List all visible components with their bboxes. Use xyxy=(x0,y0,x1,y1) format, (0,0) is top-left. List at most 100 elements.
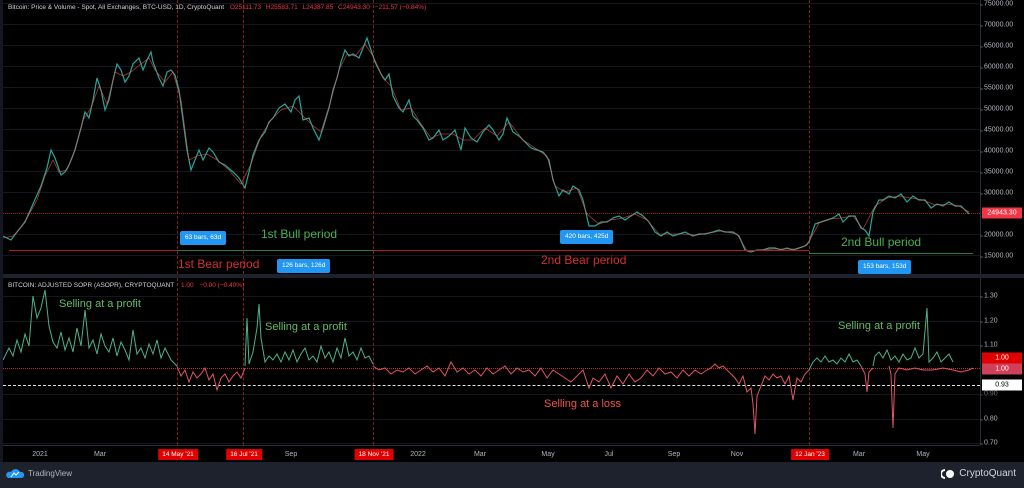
ohlc-high: H25583.71 xyxy=(265,4,298,11)
marker-line-14may21 xyxy=(177,278,178,445)
profit-label-1: Selling at a profit xyxy=(59,298,141,310)
measure-badge-bear2: 420 bars, 425d xyxy=(560,230,614,244)
bull1-label: 1st Bull period xyxy=(261,227,338,241)
cryptoquant-label: CryptoQuant xyxy=(959,468,1016,479)
sopr-value-tag-1: 1.00 xyxy=(982,352,1022,364)
time-label: Nov xyxy=(730,451,744,458)
price-tick: 75000.00 xyxy=(979,0,1014,8)
chart-area[interactable]: 1st Bull period 1st Bear period 2nd Bear… xyxy=(3,0,1024,462)
time-label: Sep xyxy=(667,451,681,458)
price-tick: 50000.00 xyxy=(979,105,1014,113)
time-label: Mar xyxy=(852,451,866,458)
grid-line xyxy=(3,171,980,172)
time-label: Sep xyxy=(284,451,298,458)
bear2-label: 2nd Bear period xyxy=(541,253,627,267)
grid-line xyxy=(3,443,980,444)
bear1-arrow xyxy=(9,250,177,251)
grid-line xyxy=(3,234,980,235)
time-label: 2022 xyxy=(410,451,426,458)
bull2-arrow xyxy=(809,253,973,254)
price-tick: 45000.00 xyxy=(979,126,1014,134)
date-marker-16jul21: 16 Jul '21 xyxy=(226,449,262,460)
sopr-value-tag-2: 1.00 xyxy=(982,363,1022,375)
time-label: May xyxy=(916,451,930,458)
grid-line xyxy=(3,66,980,67)
price-tick: 20000.00 xyxy=(979,231,1014,239)
pane-separator[interactable] xyxy=(3,274,1024,278)
grid-line xyxy=(3,150,980,151)
price-tick: 70000.00 xyxy=(979,21,1014,29)
grid-line xyxy=(3,419,980,420)
price-tick: 30000.00 xyxy=(979,189,1014,197)
price-tick: 35000.00 xyxy=(979,168,1014,176)
sopr-tick: 0.70 xyxy=(980,439,998,447)
grid-line xyxy=(3,394,980,395)
price-panel[interactable]: 1st Bull period 1st Bear period 2nd Bear… xyxy=(3,0,980,274)
current-price-tag: 24943.30 xyxy=(982,207,1022,219)
measure-badge-bull2: 153 bars, 153d xyxy=(858,260,912,274)
grid-line xyxy=(3,192,980,193)
loss-label: Selling at a loss xyxy=(544,398,622,410)
sopr-threshold-tag: 0.93 xyxy=(982,379,1022,391)
bear1-label: 1st Bear period xyxy=(178,257,260,271)
footer: TradingView CryptoQuant xyxy=(0,462,1024,488)
ohlc-change: −211.57 (−0.84%) xyxy=(374,4,427,11)
tradingview-cloud-icon xyxy=(6,468,24,479)
marker-line-18nov21 xyxy=(373,0,374,274)
sopr-panel[interactable]: Selling at a profit Selling at a profit … xyxy=(3,278,980,445)
sopr-legend-value: 1.00 xyxy=(180,282,194,289)
grid-line xyxy=(3,24,980,25)
time-label: Jul xyxy=(604,451,614,458)
marker-line-16jul21 xyxy=(243,0,244,274)
sopr-legend: BITCOIN: ADJUSTED SOPR (ASOPR), CRYPTOQU… xyxy=(8,282,244,289)
marker-line-12jan23 xyxy=(809,278,810,445)
cryptoquant-logo[interactable]: CryptoQuant xyxy=(941,468,1016,479)
price-tick: 55000.00 xyxy=(979,84,1014,92)
ohlc-close: C24943.30 xyxy=(338,4,370,11)
grid-line xyxy=(3,87,980,88)
price-tick: 40000.00 xyxy=(979,147,1014,155)
marker-line-16jul21 xyxy=(243,278,244,445)
sopr-axis[interactable]: 1.30 1.20 1.10 1.00 1.00 0.93 0.90 0.80 … xyxy=(980,278,1024,447)
time-axis[interactable]: 2021 Mar Sep 2022 Mar May Jul Sep Nov Ma… xyxy=(3,445,980,463)
bear2-arrow xyxy=(373,250,809,251)
price-tick: 65000.00 xyxy=(979,42,1014,50)
grid-line xyxy=(3,3,980,4)
time-label: May xyxy=(541,451,555,458)
sopr-1-reference-line xyxy=(3,368,980,369)
date-marker-12jan23: 12 Jan '23 xyxy=(791,449,829,460)
profit-label-3: Selling at a profit xyxy=(838,320,920,332)
price-axis[interactable]: 75000.00 70000.00 65000.00 60000.00 5500… xyxy=(979,0,1024,274)
grid-line xyxy=(3,45,980,46)
sopr-tick: 0.90 xyxy=(980,390,998,398)
grid-line xyxy=(3,345,980,346)
sopr-threshold-line xyxy=(3,385,980,386)
grid-line xyxy=(3,255,980,256)
marker-line-18nov21 xyxy=(373,278,374,445)
price-legend-title: Bitcoin: Price & Volume - Spot, All Exch… xyxy=(8,4,225,11)
date-marker-14may21: 14 May '21 xyxy=(158,449,198,460)
measure-badge-bull1: 126 bars, 126d xyxy=(277,259,331,273)
bull2-label: 2nd Bull period xyxy=(841,235,922,249)
price-tick: 15000.00 xyxy=(979,252,1014,260)
sopr-tick: 0.80 xyxy=(980,415,998,423)
ohlc-open: O25111.73 xyxy=(229,4,262,11)
date-marker-18nov21: 18 Nov '21 xyxy=(354,449,394,460)
sopr-tick: 1.10 xyxy=(980,341,998,349)
tradingview-logo[interactable]: TradingView xyxy=(6,468,72,479)
measure-badge-bear1: 63 bars, 63d xyxy=(180,231,227,245)
bull1-arrow xyxy=(177,250,373,251)
time-label: Mar xyxy=(93,451,107,458)
sopr-line xyxy=(3,289,974,435)
price-legend: Bitcoin: Price & Volume - Spot, All Exch… xyxy=(8,4,426,11)
price-tick: 60000.00 xyxy=(979,63,1014,71)
marker-line-14may21 xyxy=(177,0,178,274)
price-candles xyxy=(3,36,970,253)
sopr-legend-title: BITCOIN: ADJUSTED SOPR (ASOPR), CRYPTOQU… xyxy=(8,282,175,289)
cryptoquant-icon xyxy=(941,468,955,479)
sopr-tick: 1.30 xyxy=(980,292,998,300)
current-price-line xyxy=(3,213,980,214)
time-label: Mar xyxy=(473,451,487,458)
tradingview-label: TradingView xyxy=(28,469,73,478)
grid-line xyxy=(3,129,980,130)
